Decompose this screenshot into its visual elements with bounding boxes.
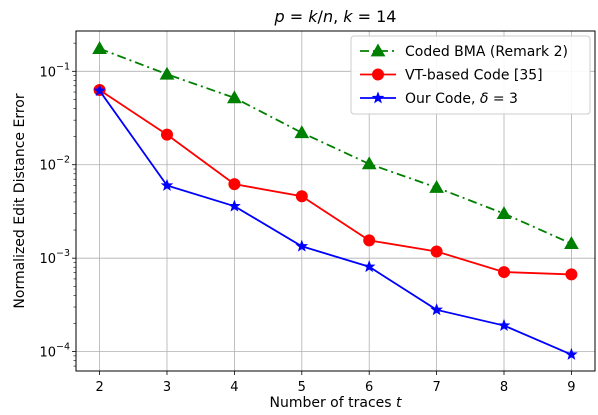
series-line <box>99 89 572 276</box>
data-point <box>93 84 106 97</box>
x-axis-label: Number of traces t <box>269 395 402 411</box>
series-lines <box>92 41 579 360</box>
data-point <box>362 260 376 273</box>
y-tick-label: 10−4 <box>39 342 70 361</box>
data-point <box>160 128 173 141</box>
legend-entry: Our Code, δ = 3 <box>360 91 518 107</box>
data-point <box>429 180 444 193</box>
y-tick-label: 10−2 <box>39 155 70 174</box>
data-point <box>430 245 443 258</box>
legend-entry: VT-based Code [35] <box>360 68 543 84</box>
data-point <box>430 303 443 316</box>
y-axis-label: Normalized Edit Distance Error <box>12 93 28 308</box>
series-0 <box>92 41 579 250</box>
data-point <box>295 239 309 252</box>
data-point <box>363 234 376 247</box>
legend: Coded BMA (Remark 2) VT-based Code [35] Ou… <box>350 35 591 115</box>
series-1 <box>93 84 578 281</box>
legend-label: VT-based Code [35] <box>405 68 543 84</box>
data-point <box>564 236 579 250</box>
x-tick-label: 9 <box>567 380 575 395</box>
legend-label: Our Code, δ = 3 <box>405 91 518 107</box>
data-point <box>294 125 310 139</box>
x-tick-label: 8 <box>500 380 508 395</box>
data-point <box>228 199 241 212</box>
data-point <box>228 178 241 191</box>
legend-marker <box>370 43 386 57</box>
chart-title: p = k/n, k = 14 <box>274 7 397 26</box>
data-point <box>565 268 578 281</box>
data-point <box>92 41 107 54</box>
data-point <box>565 347 578 360</box>
data-point <box>496 206 512 219</box>
legend-marker <box>371 91 385 104</box>
x-tick-label: 6 <box>365 380 373 395</box>
series-line <box>99 47 572 245</box>
x-tick-label: 3 <box>163 380 171 395</box>
x-tick-label: 2 <box>95 380 103 395</box>
x-tick-label: 4 <box>230 380 238 395</box>
x-tick-label: 5 <box>298 380 306 395</box>
plot-frame <box>75 30 596 372</box>
data-point <box>295 190 308 203</box>
legend-marker <box>372 68 384 81</box>
y-tick-label: 10−3 <box>39 248 70 267</box>
data-point <box>497 318 511 331</box>
legend-box <box>350 35 591 115</box>
data-point <box>498 266 511 279</box>
data-point <box>159 66 175 80</box>
y-tick-label: 10−1 <box>39 61 70 80</box>
series-line <box>98 90 572 356</box>
axis-ticks: 2 3 4 5 6 7 8 9 10−4 10−3 10−2 10−1 <box>39 42 576 395</box>
legend-entry: Coded BMA (Remark 2) <box>360 43 568 60</box>
x-tick-label: 7 <box>432 380 440 395</box>
series-2 <box>93 84 578 360</box>
data-point <box>361 156 377 170</box>
data-point <box>227 90 242 104</box>
data-point <box>160 178 174 191</box>
legend-label: Coded BMA (Remark 2) <box>405 44 568 60</box>
